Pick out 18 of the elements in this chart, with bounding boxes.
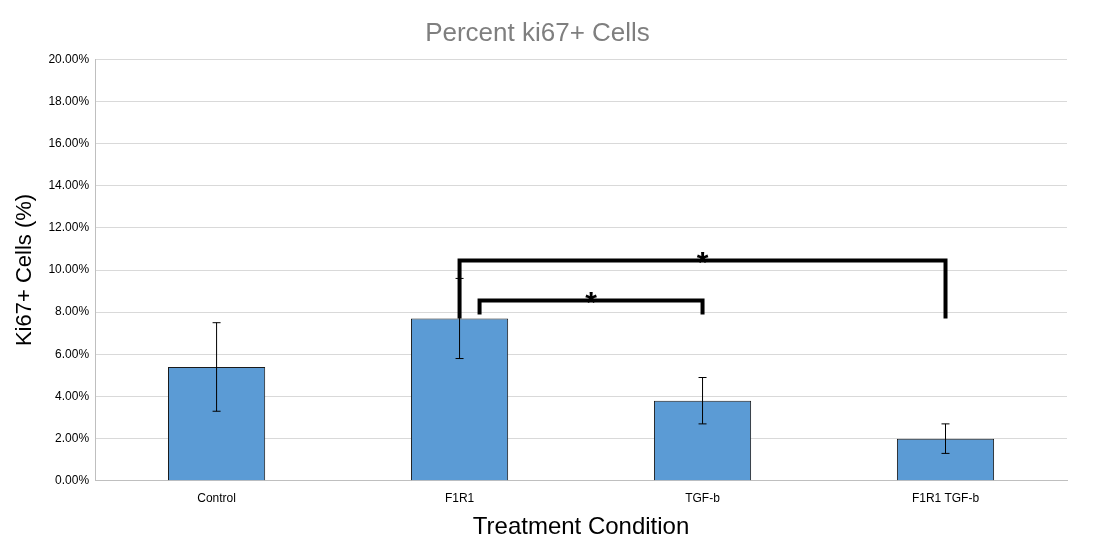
y-tick-label: 18.00% bbox=[48, 93, 90, 108]
x-tick-label: F1R1 TGF-b bbox=[911, 491, 980, 506]
x-tick-label: TGF-b bbox=[685, 491, 721, 506]
y-tick-label: 16.00% bbox=[48, 135, 90, 150]
x-axis-title: Treatment Condition bbox=[472, 512, 690, 540]
y-tick-label: 10.00% bbox=[48, 262, 90, 277]
y-tick-label: 8.00% bbox=[55, 304, 90, 319]
y-tick-label: 2.00% bbox=[55, 430, 90, 445]
x-tick-label: Control bbox=[197, 491, 236, 506]
y-axis-title: Ki67+ Cells (%) bbox=[11, 193, 37, 347]
y-tick-label: 14.00% bbox=[48, 177, 90, 192]
y-tick-label: 12.00% bbox=[48, 220, 90, 235]
y-tick-label: 0.00% bbox=[55, 473, 90, 488]
chart-title: Percent ki67+ Cells bbox=[425, 16, 650, 47]
y-tick-label: 4.00% bbox=[55, 388, 90, 403]
y-tick-label: 6.00% bbox=[55, 346, 90, 361]
y-tick-label: 20.00% bbox=[48, 51, 90, 66]
x-tick-label: F1R1 bbox=[444, 491, 475, 506]
